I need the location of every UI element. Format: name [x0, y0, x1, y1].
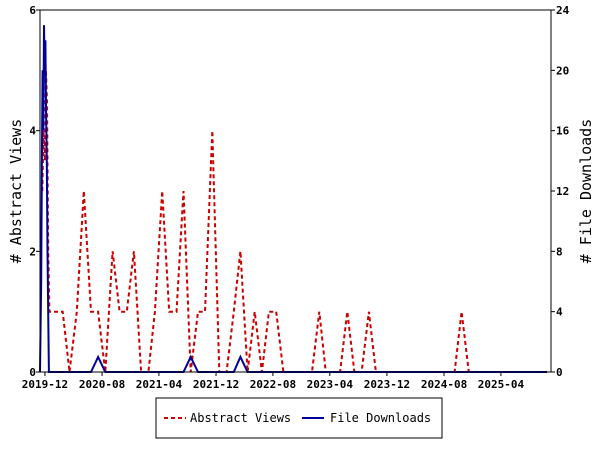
y-right-tick-label: 8	[556, 245, 563, 258]
x-tick-label: 2022-08	[250, 378, 296, 391]
y-left-tick-label: 2	[29, 245, 36, 258]
y-left-tick-label: 4	[29, 125, 36, 138]
y-left-tick-label: 0	[29, 366, 36, 379]
y-right-tick-label: 24	[556, 4, 570, 17]
x-tick-label: 2023-04	[307, 378, 354, 391]
x-tick-label: 2021-12	[193, 378, 239, 391]
y-left-tick-label: 6	[29, 4, 36, 17]
y-right-tick-label: 20	[556, 64, 569, 77]
x-tick-label: 2024-08	[421, 378, 467, 391]
y-right-tick-label: 16	[556, 125, 570, 138]
x-tick-label: 2025-04	[478, 378, 525, 391]
legend-box	[155, 397, 443, 439]
x-tick-label: 2023-12	[364, 378, 410, 391]
x-tick-label: 2021-04	[136, 378, 183, 391]
y-right-axis-title: # File Downloads	[577, 119, 595, 264]
x-tick-label: 2020-08	[79, 378, 125, 391]
y-right-tick-label: 12	[556, 185, 569, 198]
legend-label-file-downloads: File Downloads	[330, 411, 431, 425]
y-right-tick-label: 0	[556, 366, 563, 379]
y-right-tick-label: 4	[556, 306, 563, 319]
legend-label-abstract-views: Abstract Views	[190, 411, 291, 425]
legend: Abstract Views File Downloads	[155, 397, 443, 439]
x-tick-label: 2019-12	[22, 378, 68, 391]
y-left-axis-title: # Abstract Views	[7, 119, 25, 264]
series-line-abstract-views	[41, 70, 547, 373]
